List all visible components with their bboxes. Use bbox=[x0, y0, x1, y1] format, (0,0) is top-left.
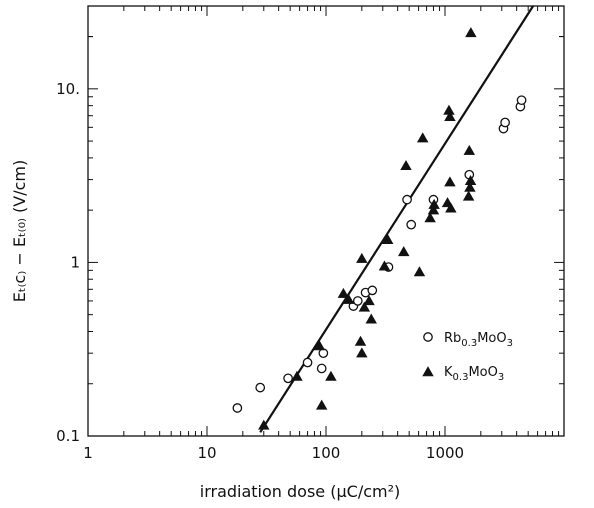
k-data-point bbox=[354, 335, 367, 346]
k-data-point bbox=[313, 340, 326, 351]
data-markers bbox=[232, 27, 527, 430]
axis-ticks bbox=[87, 5, 565, 437]
k-data-point bbox=[427, 204, 440, 215]
rb-data-point bbox=[302, 357, 313, 368]
k-data-point bbox=[363, 295, 375, 306]
legend-label: Rb0.3MoO3 bbox=[444, 331, 513, 349]
k-data-point bbox=[417, 132, 429, 143]
legend-marker-k bbox=[422, 366, 434, 377]
k-data-point bbox=[400, 160, 412, 171]
k-data-point bbox=[424, 212, 436, 223]
k-data-point bbox=[381, 233, 394, 244]
k-data-point bbox=[413, 266, 426, 277]
k-data-point bbox=[464, 181, 476, 192]
k-data-point bbox=[291, 370, 303, 381]
k-data-point bbox=[315, 399, 328, 410]
rb-data-point bbox=[318, 348, 329, 359]
k-data-point bbox=[325, 370, 337, 381]
k-data-point bbox=[356, 347, 368, 358]
rb-data-point bbox=[402, 194, 412, 205]
rb-data-point bbox=[352, 296, 363, 306]
k-data-point bbox=[398, 246, 410, 257]
rb-data-point bbox=[316, 363, 327, 374]
x-tick-label: 1 bbox=[83, 444, 93, 462]
x-tick-label: 1000 bbox=[426, 444, 464, 462]
rb-data-point bbox=[500, 117, 510, 128]
k-data-point bbox=[464, 175, 477, 186]
k-data-point bbox=[465, 27, 477, 38]
k-data-point bbox=[428, 198, 440, 209]
k-data-point bbox=[444, 176, 456, 187]
rb-data-point bbox=[255, 382, 266, 393]
k-data-point bbox=[358, 301, 371, 312]
rb-data-point bbox=[406, 219, 417, 230]
k-data-point bbox=[463, 144, 476, 155]
k-data-point bbox=[445, 202, 457, 213]
k-data-point bbox=[337, 287, 350, 298]
y-tick-label: 1 bbox=[70, 253, 80, 271]
y-tick-label: 0.1 bbox=[56, 427, 80, 445]
y-tick-label: 10. bbox=[56, 80, 80, 98]
k-data-point bbox=[378, 260, 391, 271]
rb-data-point bbox=[367, 285, 378, 296]
k-data-point bbox=[356, 252, 368, 263]
x-axis-title: irradiation dose (μC/cm²) bbox=[200, 482, 401, 501]
k-data-point bbox=[365, 313, 377, 324]
legend-marker-rb bbox=[423, 332, 433, 342]
rb-data-point bbox=[232, 403, 243, 413]
rb-data-point bbox=[516, 95, 527, 106]
x-tick-label: 10 bbox=[197, 444, 216, 462]
legend: Rb0.3MoO3 K0.3MoO3 bbox=[422, 331, 513, 383]
k-data-point bbox=[258, 419, 270, 430]
k-data-point bbox=[462, 190, 475, 201]
x-tick-label: 100 bbox=[312, 444, 341, 462]
legend-label: K0.3MoO3 bbox=[444, 365, 504, 383]
y-axis-title: Eₜ₍c₎ − Eₜ₍₀₎ (V/cm) bbox=[10, 160, 29, 302]
k-data-point bbox=[444, 110, 456, 121]
rb-data-point bbox=[283, 373, 293, 384]
k-data-point bbox=[342, 293, 355, 304]
